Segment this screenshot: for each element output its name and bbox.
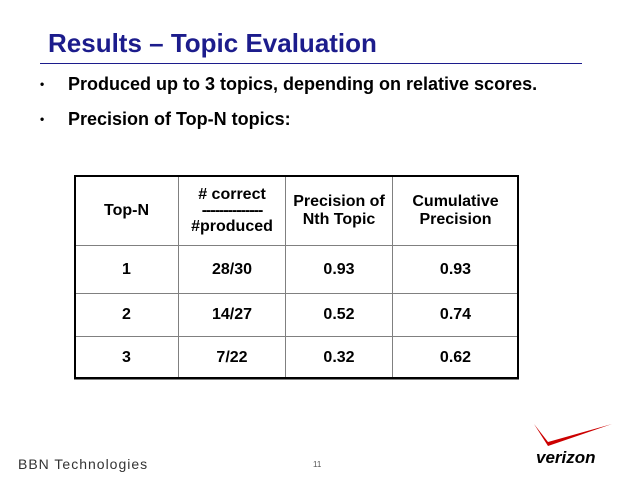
header-topn: Top-N: [74, 175, 179, 246]
cell-correct: 14/27: [178, 293, 286, 337]
cell-cumulative: 0.62: [392, 336, 519, 380]
header-correct-dash: --------------: [201, 201, 264, 219]
logo-wordmark: verizon: [536, 448, 596, 467]
table-row: 2 14/27 0.52 0.74: [74, 293, 519, 337]
company-name: BBN Technologies: [18, 456, 149, 472]
cell-topn: 3: [74, 336, 179, 380]
header-precision-nth: Precision of Nth Topic: [285, 175, 393, 246]
cell-topn: 2: [74, 293, 179, 337]
cell-precision: 0.52: [285, 293, 393, 337]
bullet-text: Precision of Top-N topics:: [68, 109, 291, 129]
bullet-item: • Produced up to 3 topics, depending on …: [40, 74, 560, 95]
verizon-logo: verizon: [528, 422, 616, 470]
bullet-dot: •: [40, 112, 45, 126]
table-row: 1 28/30 0.93 0.93: [74, 245, 519, 294]
cell-topn: 1: [74, 245, 179, 294]
cell-precision: 0.93: [285, 245, 393, 294]
cell-precision: 0.32: [285, 336, 393, 380]
slide-title: Results – Topic Evaluation: [48, 28, 377, 58]
header-correct-bottom: #produced: [191, 217, 273, 235]
bullet-list: • Produced up to 3 topics, depending on …: [40, 74, 560, 130]
logo-checkmark-icon: [534, 424, 612, 446]
title-underline: [40, 63, 582, 64]
cell-cumulative: 0.93: [392, 245, 519, 294]
table-header-row: Top-N # correct -------------- #produced…: [74, 175, 519, 246]
cell-cumulative: 0.74: [392, 293, 519, 337]
bullet-text: Produced up to 3 topics, depending on re…: [68, 74, 538, 94]
bullet-item: • Precision of Top-N topics:: [40, 109, 560, 130]
cell-correct: 7/22: [178, 336, 286, 380]
header-correct-top: # correct: [198, 185, 266, 203]
header-cumulative: Cumulative Precision: [392, 175, 519, 246]
bullet-dot: •: [40, 77, 45, 91]
cell-correct: 28/30: [178, 245, 286, 294]
table-row: 3 7/22 0.32 0.62: [74, 336, 519, 380]
page-number: 11: [313, 460, 322, 469]
precision-table: Top-N # correct -------------- #produced…: [74, 175, 519, 380]
header-correct: # correct -------------- #produced: [178, 175, 286, 246]
